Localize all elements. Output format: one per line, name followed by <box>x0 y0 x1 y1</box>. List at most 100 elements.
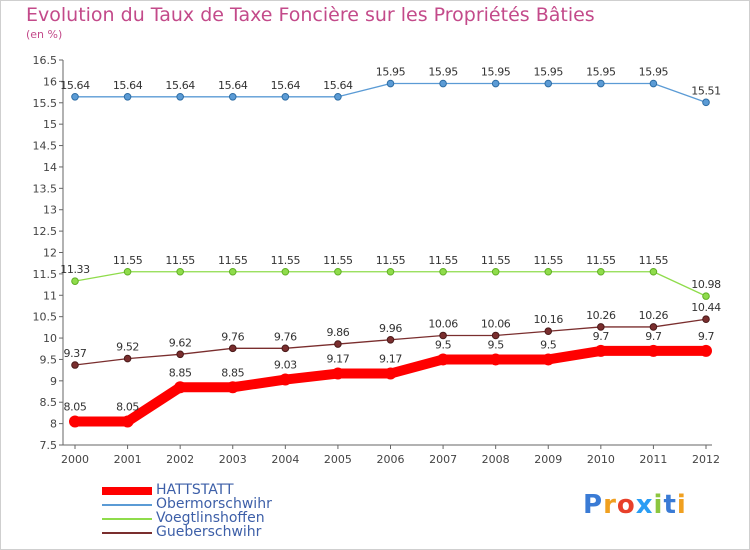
point-obermorschwihr <box>176 92 184 101</box>
x-tick-label: 2003 <box>219 453 247 466</box>
legend-label-voegtlinshoffen: Voegtlinshoffen <box>156 510 265 526</box>
y-tick-label: 9.5 <box>40 353 58 366</box>
data-label-voegtlinshoffen: 11.33 <box>60 263 90 276</box>
data-label-obermorschwihr: 15.64 <box>165 79 195 92</box>
point-voegtlinshoffen <box>386 267 395 276</box>
point-hattstatt <box>226 381 239 394</box>
point-gueberschwihr <box>439 331 447 340</box>
y-tick-label: 13.5 <box>33 182 58 195</box>
data-label-voegtlinshoffen: 11.55 <box>639 254 669 267</box>
data-label-obermorschwihr: 15.95 <box>639 66 669 79</box>
point-hattstatt <box>647 344 660 357</box>
legend-swatch-hattstatt <box>102 487 152 495</box>
point-gueberschwihr <box>491 331 500 340</box>
data-label-obermorschwihr: 15.95 <box>586 66 616 79</box>
data-label-hattstatt: 9.7 <box>593 330 610 343</box>
point-voegtlinshoffen <box>123 267 132 276</box>
point-voegtlinshoffen <box>176 267 184 276</box>
point-obermorschwihr <box>649 79 658 88</box>
data-label-gueberschwihr: 9.96 <box>379 322 402 335</box>
proxiti-logo: Proxiti <box>583 490 687 520</box>
x-tick-label: 2006 <box>377 453 405 466</box>
data-label-gueberschwihr: 10.06 <box>428 317 458 330</box>
y-tick-label: 9 <box>50 375 57 388</box>
data-label-hattstatt: 9.7 <box>645 330 662 343</box>
point-hattstatt <box>174 381 187 394</box>
point-voegtlinshoffen <box>597 267 605 276</box>
data-label-hattstatt: 8.05 <box>116 400 139 413</box>
x-tick-label: 2011 <box>639 453 667 466</box>
data-label-hattstatt: 8.05 <box>64 400 87 413</box>
data-label-obermorschwihr: 15.95 <box>376 66 406 79</box>
y-tick-label: 14 <box>43 161 57 174</box>
y-tick-label: 10.5 <box>33 311 58 324</box>
y-tick-label: 15 <box>43 118 57 131</box>
legend-swatch-voegtlinshoffen <box>102 518 152 520</box>
y-tick-label: 8 <box>50 418 57 431</box>
point-hattstatt <box>700 344 712 357</box>
point-gueberschwihr <box>386 335 395 344</box>
data-label-voegtlinshoffen: 11.55 <box>481 254 511 267</box>
point-obermorschwihr <box>123 92 132 101</box>
data-label-obermorschwihr: 15.95 <box>428 66 458 79</box>
point-voegtlinshoffen <box>439 267 447 276</box>
point-gueberschwihr <box>702 315 710 324</box>
x-tick-label: 2001 <box>114 453 142 466</box>
y-axis-unit: (en %) <box>26 28 63 41</box>
x-tick-label: 2007 <box>429 453 457 466</box>
point-voegtlinshoffen <box>649 267 658 276</box>
data-label-obermorschwihr: 15.64 <box>271 79 301 92</box>
point-obermorschwihr <box>386 79 395 88</box>
data-label-voegtlinshoffen: 11.55 <box>271 254 301 267</box>
data-label-voegtlinshoffen: 11.55 <box>165 254 195 267</box>
point-voegtlinshoffen <box>491 267 500 276</box>
data-label-voegtlinshoffen: 11.55 <box>586 254 616 267</box>
data-label-hattstatt: 9.5 <box>540 338 557 351</box>
data-label-obermorschwihr: 15.64 <box>323 79 353 92</box>
data-label-gueberschwihr: 10.16 <box>534 313 564 326</box>
point-hattstatt <box>594 344 607 357</box>
point-gueberschwihr <box>334 340 342 348</box>
data-label-hattstatt: 8.85 <box>169 366 192 379</box>
legend-label-hattstatt: HATTSTATT <box>156 482 234 498</box>
y-tick-label: 10 <box>43 332 57 345</box>
y-tick-label: 8.5 <box>40 396 58 409</box>
point-gueberschwihr <box>649 323 658 331</box>
point-gueberschwihr <box>597 323 605 331</box>
data-label-gueberschwihr: 10.26 <box>639 309 669 322</box>
x-tick-label: 2004 <box>271 453 299 466</box>
point-voegtlinshoffen <box>281 267 290 276</box>
point-obermorschwihr <box>544 79 553 88</box>
data-label-voegtlinshoffen: 11.55 <box>113 254 143 267</box>
point-hattstatt <box>331 367 344 380</box>
point-voegtlinshoffen <box>702 292 710 300</box>
data-label-voegtlinshoffen: 10.98 <box>691 278 721 291</box>
point-obermorschwihr <box>439 79 447 88</box>
data-label-obermorschwihr: 15.95 <box>481 66 511 79</box>
legend-item-obermorschwihr: Obermorschwihr <box>102 496 332 512</box>
data-label-gueberschwihr: 9.52 <box>116 341 139 354</box>
data-label-hattstatt: 9.17 <box>326 353 349 366</box>
legend-item-gueberschwihr: Gueberschwihr <box>102 524 332 540</box>
point-voegtlinshoffen <box>71 277 79 285</box>
data-label-gueberschwihr: 10.26 <box>586 309 616 322</box>
data-label-obermorschwihr: 15.64 <box>60 79 90 92</box>
legend-label-obermorschwihr: Obermorschwihr <box>156 496 272 512</box>
data-label-gueberschwihr: 10.06 <box>481 317 511 330</box>
data-label-voegtlinshoffen: 11.55 <box>534 254 564 267</box>
data-label-obermorschwihr: 15.51 <box>691 84 721 97</box>
y-tick-label: 15.5 <box>33 97 58 110</box>
legend-swatch-obermorschwihr <box>102 504 152 506</box>
legend-item-hattstatt: HATTSTATT <box>102 482 332 498</box>
point-gueberschwihr <box>71 361 79 369</box>
data-label-voegtlinshoffen: 11.55 <box>376 254 406 267</box>
point-obermorschwihr <box>71 92 79 101</box>
point-gueberschwihr <box>281 344 290 353</box>
point-gueberschwihr <box>176 350 184 359</box>
data-label-gueberschwihr: 9.62 <box>169 336 192 349</box>
y-tick-label: 11.5 <box>33 268 58 281</box>
x-tick-label: 2010 <box>587 453 615 466</box>
point-gueberschwihr <box>228 344 237 353</box>
y-tick-label: 14.5 <box>33 140 58 153</box>
